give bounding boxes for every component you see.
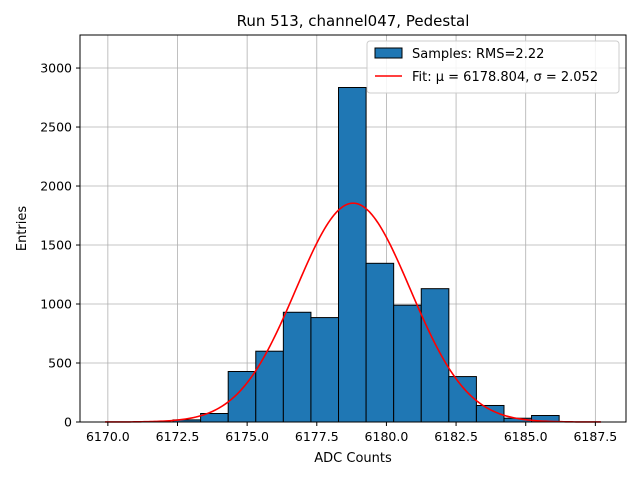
x-axis-ticks: 6170.0 6172.5 6175.0 6177.5 6180.0 6182.5 6185… <box>86 422 617 444</box>
chart-title: Run 513, channel047, Pedestal <box>237 12 470 30</box>
x-tick-label: 6185.0 <box>504 429 548 444</box>
histogram-bar <box>448 376 477 423</box>
x-tick-label: 6187.5 <box>573 429 617 444</box>
fit-curve <box>105 202 601 423</box>
y-tick-label: 1500 <box>40 238 72 253</box>
legend: Samples: RMS=2.22 Fit: μ = 6178.804, σ =… <box>366 40 620 94</box>
y-axis-ticks: 0 500 1000 1500 2000 2500 3000 <box>40 61 80 430</box>
legend-histogram-label: Samples: RMS=2.22 <box>412 47 544 62</box>
x-tick-label: 6182.5 <box>434 429 478 444</box>
y-tick-label: 1000 <box>40 297 72 312</box>
y-tick-label: 3000 <box>40 61 72 76</box>
x-tick-label: 6172.5 <box>156 429 200 444</box>
y-tick-label: 2500 <box>40 120 72 135</box>
y-tick-label: 0 <box>64 415 72 430</box>
histogram-bar <box>420 288 450 423</box>
histogram-bar <box>365 262 395 423</box>
y-tick-label: 2000 <box>40 179 72 194</box>
histogram-bar <box>255 350 284 423</box>
plot-frame <box>79 34 627 423</box>
fit-curve-group <box>105 202 601 423</box>
x-tick-label: 6175.0 <box>225 429 269 444</box>
legend-histogram-swatch <box>374 47 403 59</box>
x-tick-label: 6177.5 <box>295 429 339 444</box>
histogram-bar <box>282 311 312 423</box>
histogram-bar <box>310 317 340 423</box>
x-tick-label: 6180.0 <box>365 429 409 444</box>
y-tick-label: 500 <box>48 356 72 371</box>
histogram-bar <box>227 371 257 423</box>
y-axis-title: Entries <box>15 206 30 252</box>
x-tick-label: 6170.0 <box>86 429 130 444</box>
legend-fit-label: Fit: μ = 6178.804, σ = 2.052 <box>412 70 598 85</box>
legend-box <box>366 40 620 94</box>
histogram-bar <box>338 87 367 423</box>
histogram-bar <box>393 304 422 423</box>
x-axis-title: ADC Counts <box>314 451 392 466</box>
